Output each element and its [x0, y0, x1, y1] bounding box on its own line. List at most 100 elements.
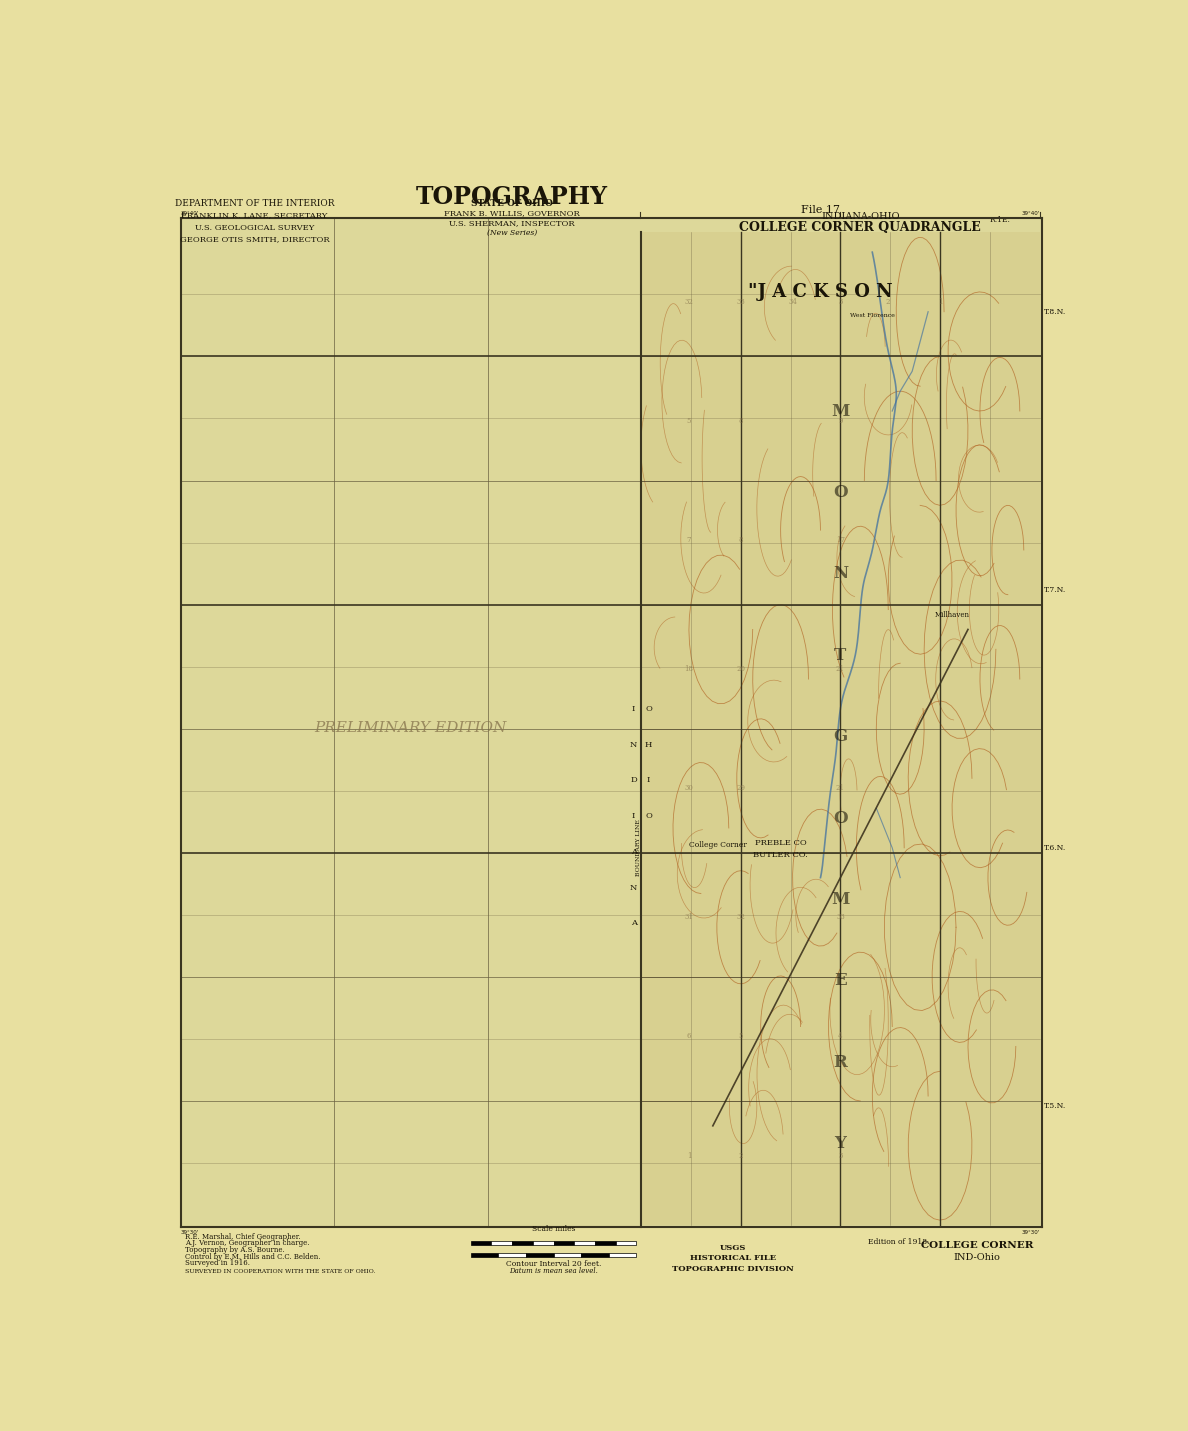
Text: 8: 8 — [739, 537, 742, 544]
Bar — [512, 1241, 533, 1245]
Text: SURVEYED IN COOPERATION WITH THE STATE OF OHIO.: SURVEYED IN COOPERATION WITH THE STATE O… — [185, 1269, 375, 1274]
Text: TOPOGRAPHY: TOPOGRAPHY — [416, 185, 608, 209]
Text: 3: 3 — [839, 298, 842, 306]
Text: 31: 31 — [684, 913, 694, 922]
Text: N: N — [833, 565, 848, 582]
Text: 21: 21 — [836, 784, 845, 793]
Text: 6: 6 — [687, 1033, 691, 1040]
Text: 17: 17 — [836, 537, 845, 544]
Text: 39°30': 39°30' — [1022, 1229, 1040, 1235]
Text: G: G — [833, 728, 847, 746]
Text: R.E. Marshal, Chief Geographer.: R.E. Marshal, Chief Geographer. — [185, 1234, 301, 1241]
Text: 8: 8 — [739, 416, 742, 425]
Text: 3: 3 — [839, 1152, 842, 1159]
Bar — [470, 1252, 499, 1256]
Text: 30: 30 — [684, 784, 694, 793]
Bar — [499, 1252, 526, 1256]
Text: 34: 34 — [788, 298, 797, 306]
Text: BUTLER CO.: BUTLER CO. — [753, 851, 808, 859]
Text: 39°30': 39°30' — [181, 1229, 198, 1235]
Text: 32: 32 — [737, 913, 745, 922]
Text: Datum is mean sea level.: Datum is mean sea level. — [510, 1266, 598, 1275]
Text: 1: 1 — [687, 1152, 691, 1159]
Text: 2: 2 — [886, 298, 891, 306]
Text: STATE OF OHIO: STATE OF OHIO — [472, 199, 554, 209]
Text: Edition of 1918.: Edition of 1918. — [868, 1238, 930, 1246]
Text: I: I — [632, 811, 636, 820]
Text: Topography by A.S. Bourne.: Topography by A.S. Bourne. — [185, 1246, 285, 1254]
Text: M: M — [832, 892, 849, 909]
Bar — [526, 1252, 554, 1256]
Text: USGS
HISTORICAL FILE
TOPOGRAPHIC DIVISION: USGS HISTORICAL FILE TOPOGRAPHIC DIVISIO… — [672, 1244, 794, 1272]
Text: 20: 20 — [737, 665, 745, 673]
Text: GEORGE OTIS SMITH, DIRECTOR: GEORGE OTIS SMITH, DIRECTOR — [179, 236, 329, 243]
Bar — [470, 1241, 492, 1245]
Text: N: N — [630, 883, 638, 892]
Text: PREBLE CO: PREBLE CO — [754, 839, 807, 847]
Text: Control by E.M. Hills and C.C. Belden.: Control by E.M. Hills and C.C. Belden. — [185, 1252, 321, 1261]
Bar — [554, 1252, 581, 1256]
Text: 1: 1 — [937, 298, 942, 306]
Text: BOUNDARY LINE: BOUNDARY LINE — [636, 820, 640, 876]
Text: A.J. Vernon, Geographer in charge.: A.J. Vernon, Geographer in charge. — [185, 1239, 310, 1248]
Text: Scale miles: Scale miles — [532, 1225, 575, 1234]
Text: 4: 4 — [839, 1033, 842, 1040]
Bar — [595, 1241, 615, 1245]
Text: O: O — [833, 484, 848, 501]
Text: Contour Interval 20 feet.: Contour Interval 20 feet. — [506, 1261, 601, 1268]
Text: 9: 9 — [839, 416, 842, 425]
Text: R.1E.: R.1E. — [990, 216, 1010, 223]
Bar — [554, 1241, 574, 1245]
Text: E: E — [834, 973, 847, 989]
Bar — [642, 232, 1040, 1225]
Text: File 17: File 17 — [801, 205, 840, 215]
Text: Y: Y — [834, 1135, 846, 1152]
Text: O: O — [645, 811, 652, 820]
Bar — [492, 1241, 512, 1245]
Text: M: M — [832, 402, 849, 419]
Text: 33: 33 — [737, 298, 745, 306]
Text: O: O — [645, 705, 652, 713]
Text: A: A — [631, 919, 637, 927]
Text: T.8.N.: T.8.N. — [1044, 308, 1067, 316]
Text: West Florence: West Florence — [849, 313, 895, 318]
Text: O: O — [833, 810, 848, 827]
Text: "J A C K S O N: "J A C K S O N — [748, 283, 893, 301]
Bar — [581, 1252, 608, 1256]
Text: T: T — [834, 647, 847, 664]
Text: N: N — [630, 741, 638, 748]
Text: COLLEGE CORNER QUADRANGLE: COLLEGE CORNER QUADRANGLE — [739, 222, 981, 235]
Text: 29: 29 — [737, 784, 745, 793]
Text: 2: 2 — [739, 1152, 742, 1159]
Text: 18: 18 — [684, 665, 694, 673]
Text: Surveyed in 1916.: Surveyed in 1916. — [185, 1259, 251, 1268]
Text: COLLEGE CORNER: COLLEGE CORNER — [921, 1241, 1034, 1249]
Text: T.5.N.: T.5.N. — [1044, 1102, 1067, 1110]
Text: A: A — [631, 847, 637, 856]
Text: 5: 5 — [739, 1033, 742, 1040]
Text: D: D — [631, 777, 637, 784]
Text: 39°40': 39°40' — [1022, 210, 1040, 216]
Text: FRANKLIN K. LANE, SECRETARY: FRANKLIN K. LANE, SECRETARY — [182, 212, 328, 219]
Text: 5: 5 — [687, 416, 691, 425]
Text: U.S. SHERMAN, INSPECTOR: U.S. SHERMAN, INSPECTOR — [449, 219, 575, 228]
Text: 39°40': 39°40' — [181, 210, 198, 216]
Text: 33: 33 — [836, 913, 845, 922]
Text: 7: 7 — [687, 537, 691, 544]
Text: Millhaven: Millhaven — [935, 611, 969, 618]
Text: INDIANA-OHIO: INDIANA-OHIO — [821, 212, 899, 222]
Text: R: R — [834, 1053, 847, 1070]
Text: T.6.N.: T.6.N. — [1044, 844, 1067, 851]
Text: 21: 21 — [836, 665, 845, 673]
Text: FRANK B. WILLIS, GOVERNOR: FRANK B. WILLIS, GOVERNOR — [444, 209, 580, 218]
Text: DEPARTMENT OF THE INTERIOR: DEPARTMENT OF THE INTERIOR — [175, 199, 334, 209]
Text: (New Series): (New Series) — [487, 229, 537, 238]
Text: I: I — [646, 777, 650, 784]
Text: U.S. GEOLOGICAL SURVEY: U.S. GEOLOGICAL SURVEY — [195, 223, 314, 232]
Bar — [608, 1252, 637, 1256]
Bar — [574, 1241, 595, 1245]
Text: IND-Ohio: IND-Ohio — [954, 1252, 1000, 1262]
Text: H: H — [645, 741, 652, 748]
Text: I: I — [632, 705, 636, 713]
Bar — [615, 1241, 637, 1245]
